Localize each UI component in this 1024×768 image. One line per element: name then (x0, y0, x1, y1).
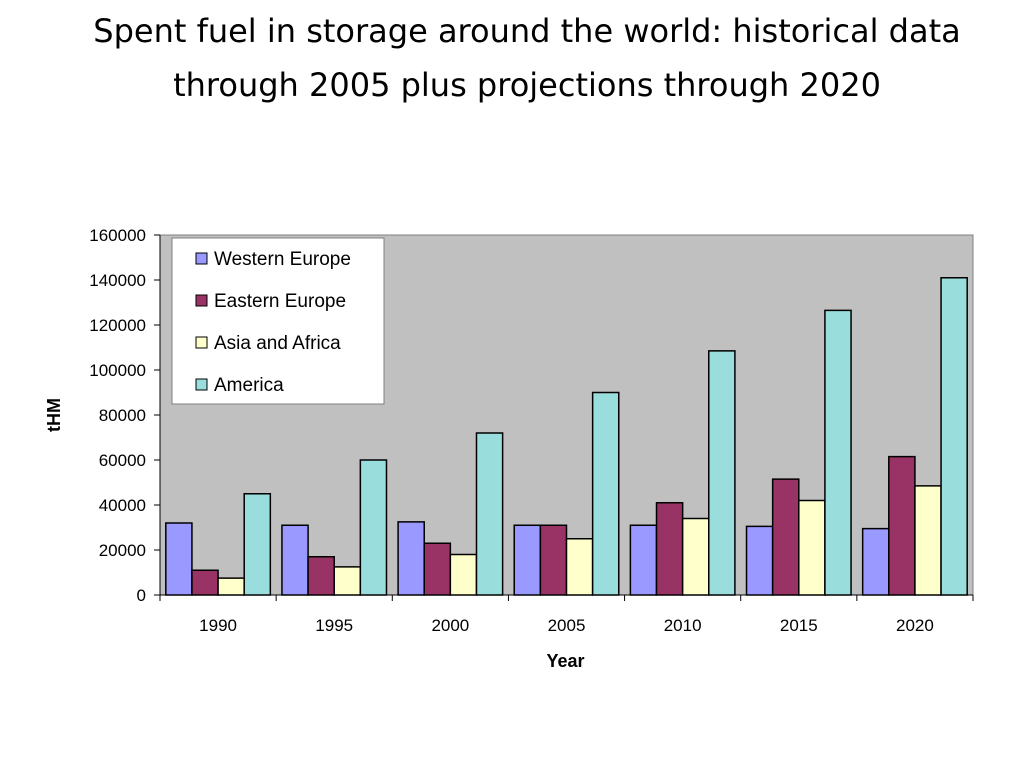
bar-western-europe-2020 (861, 527, 890, 596)
bar-western-europe-2005 (513, 524, 542, 596)
x-tick-label: 1990 (199, 616, 237, 635)
legend-label: Western Europe (214, 249, 351, 270)
y-axis: 0 20000 40000 60000 80000 100000 120000 140000 1… (89, 226, 161, 605)
bar-western-europe-1990 (165, 522, 193, 596)
legend: Western Europe Eastern Europe Asia and Afr… (171, 237, 385, 405)
bar-america-1995 (359, 459, 388, 596)
bar-asia-and-africa-1990 (217, 577, 245, 596)
bar-asia-and-africa-2015 (798, 499, 826, 596)
bar-western-europe-1995 (281, 524, 309, 596)
bar-western-europe-2015 (745, 525, 774, 596)
legend-swatch (195, 294, 208, 307)
slide-title: Spent fuel in storage around the world: … (93, 12, 961, 104)
bar-asia-and-africa-2020 (914, 485, 942, 596)
bar-america-2015 (824, 309, 852, 596)
y-tick-label: 100000 (89, 361, 146, 380)
bar-america-2020 (940, 277, 968, 596)
bar-eastern-europe-2000 (423, 542, 452, 596)
bar-asia-and-africa-2005 (565, 538, 594, 596)
bar-america-2010 (708, 350, 736, 596)
x-tick-label: 2010 (664, 616, 702, 635)
y-tick-label: 40000 (99, 496, 146, 515)
bar-western-europe-2010 (629, 524, 658, 596)
legend-swatch (195, 378, 208, 391)
legend-label: Asia and Africa (214, 333, 341, 354)
bar-asia-and-africa-2000 (449, 553, 478, 596)
legend-label: Eastern Europe (214, 291, 346, 312)
legend-box (171, 237, 385, 405)
bar-eastern-europe-2005 (539, 524, 568, 596)
y-tick-label: 120000 (89, 316, 146, 335)
x-axis: 1990 1995 2000 2005 2010 2015 2020 (159, 594, 974, 635)
bar-asia-and-africa-2010 (681, 517, 710, 596)
bar-america-2000 (475, 432, 504, 596)
bar-america-1990 (243, 493, 272, 596)
x-tick-label: 1995 (315, 616, 353, 635)
x-axis-title: Year (546, 651, 584, 671)
legend-swatch (195, 336, 208, 349)
bar-eastern-europe-2015 (771, 478, 800, 596)
bar-eastern-europe-2010 (655, 502, 684, 596)
y-tick-label: 20000 (99, 541, 146, 560)
x-tick-label: 2020 (896, 616, 934, 635)
bar-series-group (165, 277, 968, 596)
bar-western-europe-2000 (397, 521, 425, 596)
x-tick-label: 2005 (548, 616, 586, 635)
bar-america-2005 (591, 391, 620, 596)
bar-asia-and-africa-1995 (333, 566, 362, 596)
legend-label: America (214, 375, 284, 396)
x-tick-label: 2015 (780, 616, 818, 635)
y-tick-label: 0 (137, 586, 146, 605)
bar-eastern-europe-1990 (191, 569, 219, 596)
y-tick-label: 160000 (89, 226, 146, 245)
y-tick-label: 140000 (89, 271, 146, 290)
y-tick-label: 60000 (99, 451, 146, 470)
bar-eastern-europe-2020 (888, 455, 916, 596)
y-axis-title: tHM (44, 398, 64, 432)
legend-swatch (195, 252, 208, 265)
y-tick-label: 80000 (99, 406, 146, 425)
bar-eastern-europe-1995 (307, 556, 335, 596)
x-tick-label: 2000 (431, 616, 469, 635)
